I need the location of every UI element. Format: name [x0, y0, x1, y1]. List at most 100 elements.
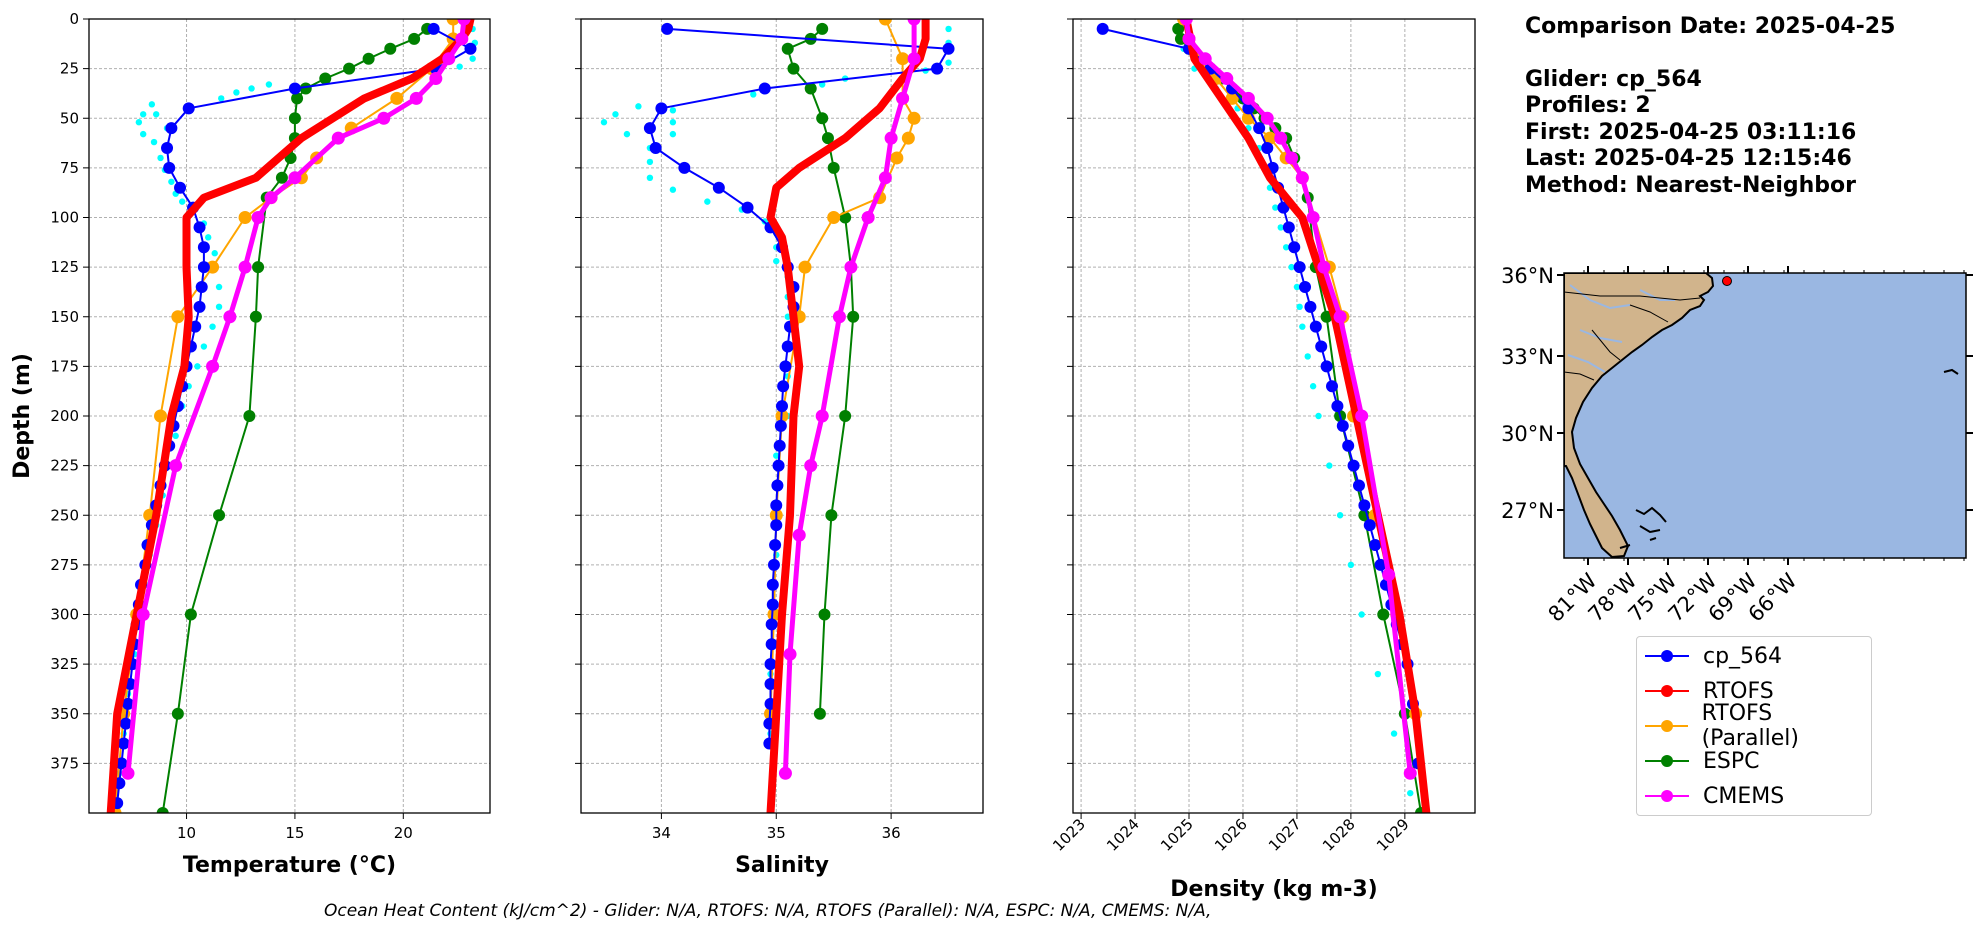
raw-glider-points: [1175, 25, 1414, 797]
map-islands: [1619, 368, 1959, 549]
raw-point: [179, 198, 186, 205]
data-point: [1285, 151, 1299, 165]
data-point: [907, 19, 921, 26]
profile-count: Profiles: 2: [1525, 93, 1651, 118]
data-point: [169, 459, 183, 473]
data-point: [171, 707, 184, 720]
data-point: [121, 766, 135, 780]
data-point: [765, 638, 778, 651]
raw-point: [194, 363, 201, 370]
y-tick-label: 175: [50, 357, 79, 375]
data-point: [804, 459, 818, 473]
y-tick-label: 150: [50, 308, 79, 326]
data-point: [778, 766, 792, 780]
y-tick-label: 225: [50, 457, 79, 475]
data-point: [770, 499, 783, 512]
data-point: [818, 608, 831, 621]
x-tick-label: 1024: [1103, 815, 1143, 855]
x-axis-ticks: 10 15 20: [177, 813, 413, 842]
data-point: [765, 618, 778, 631]
data-point: [655, 102, 668, 115]
raw-point: [469, 55, 476, 62]
data-point: [787, 62, 800, 75]
data-point: [1253, 122, 1266, 135]
data-point: [1369, 539, 1382, 552]
raw-point: [1288, 263, 1295, 271]
data-point: [206, 359, 220, 373]
data-point: [455, 32, 469, 46]
legend-item-espc: ESPC: [1645, 745, 1760, 777]
data-point: [772, 459, 785, 472]
data-point: [1299, 280, 1312, 293]
x-tick-label: 1028: [1319, 815, 1359, 855]
legend-swatch-cp564: [1645, 646, 1689, 666]
raw-point: [623, 130, 631, 138]
x-tick-label: 10: [177, 824, 196, 842]
y-tick-label: 350: [50, 705, 79, 723]
data-point: [408, 32, 421, 45]
data-point: [1377, 608, 1390, 621]
data-point: [427, 22, 440, 35]
data-point: [764, 658, 777, 671]
raw-point: [600, 119, 608, 126]
data-point: [758, 82, 771, 95]
raw-point: [1296, 303, 1303, 311]
data-point: [156, 807, 169, 813]
legend-label: cp_564: [1703, 643, 1783, 669]
series-cmems: [778, 19, 921, 780]
data-point: [1295, 171, 1309, 185]
data-point: [1260, 111, 1274, 125]
x-tick-label: 1029: [1373, 815, 1413, 855]
y-tick-label: 0: [69, 10, 79, 28]
data-point: [1331, 400, 1344, 413]
profile-panel-2: 34 35 36 Salinity: [575, 18, 984, 878]
data-point: [661, 22, 674, 35]
data-point: [766, 598, 779, 611]
legend-label: ESPC: [1703, 748, 1760, 774]
data-point: [1263, 131, 1277, 145]
data-point: [896, 52, 910, 66]
data-point: [767, 608, 781, 621]
lat-tick-label: 36°N: [1501, 264, 1554, 288]
data-point: [816, 112, 829, 125]
data-point: [206, 260, 220, 274]
raw-point: [135, 119, 143, 126]
data-point: [1403, 766, 1417, 780]
raw-point: [1407, 789, 1414, 797]
data-point: [769, 539, 782, 552]
series-line: [766, 19, 930, 813]
legend-label: CMEMS: [1703, 783, 1785, 809]
data-point: [890, 151, 904, 165]
y-axis-ticks: 0 25 50 75 100 125 150 175 200 225 250 275 300 325 350…: [50, 10, 89, 772]
data-point: [907, 111, 921, 125]
data-point: [1179, 19, 1193, 26]
y-tick-label: 75: [60, 159, 79, 177]
data-point: [678, 161, 691, 174]
y-tick-label: 275: [50, 556, 79, 574]
data-point: [1306, 211, 1320, 224]
raw-point: [1358, 611, 1365, 618]
data-point: [429, 72, 443, 86]
data-point: [821, 132, 834, 145]
data-point: [163, 161, 176, 174]
legend: cp_564 RTOFS RTOFS (Parallel) ESPC CMEMS: [1636, 636, 1872, 816]
data-point: [815, 409, 829, 423]
x-tick-label: 20: [394, 824, 413, 842]
data-point: [816, 22, 829, 35]
series-area: [600, 19, 955, 813]
y-axis-ticks: [575, 18, 581, 764]
map-rivers: [1567, 284, 1675, 373]
data-point: [288, 171, 302, 185]
comparison-info: Comparison Date: 2025-04-25 Glider: cp_56…: [1525, 14, 1895, 199]
raw-point: [1266, 184, 1274, 191]
raw-point: [669, 107, 677, 114]
data-point: [193, 221, 206, 234]
data-point: [161, 142, 174, 155]
data-point: [238, 260, 252, 274]
glider-name: Glider: cp_564: [1525, 66, 1702, 92]
data-point: [1363, 519, 1376, 532]
data-point: [741, 201, 754, 214]
y-tick-label: 325: [50, 655, 79, 673]
data-point: [1096, 22, 1109, 35]
